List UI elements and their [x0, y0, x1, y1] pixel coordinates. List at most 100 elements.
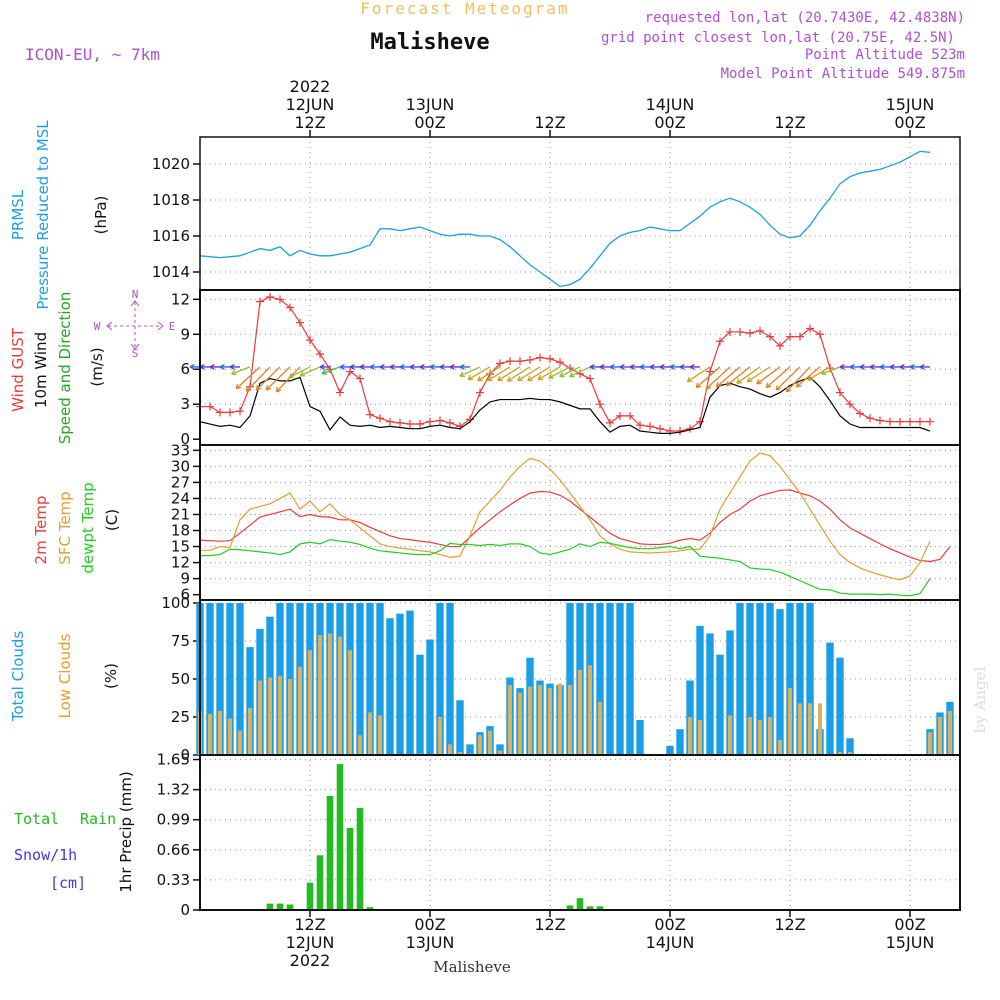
wind-arrow — [705, 366, 731, 390]
low-cloud-bar — [598, 701, 602, 755]
gust-point — [736, 327, 744, 336]
wind-arrow-path — [609, 363, 620, 370]
wind-arrow — [725, 366, 751, 387]
wind-arrow — [409, 363, 420, 370]
wind-arrow — [548, 366, 571, 379]
wind-arrow-path — [785, 366, 811, 393]
gust-point — [846, 400, 854, 409]
wind-arrow-path — [517, 366, 541, 382]
total-cloud-bar — [766, 603, 774, 755]
total-cloud-bar — [376, 603, 384, 755]
wind-arrow-path — [467, 366, 491, 381]
low-cloud-bar — [498, 750, 502, 755]
gust-point — [916, 417, 924, 426]
wind-arrow-path — [419, 363, 430, 370]
pressure-line — [199, 150, 931, 288]
y-tick-label: 0 — [180, 430, 190, 448]
y-tick-label: 24 — [171, 489, 190, 507]
time-label-bottom-hour: 12Z — [534, 915, 565, 934]
y-tick-label: 1018 — [152, 191, 190, 209]
gust-point — [896, 417, 904, 426]
wind-arrow-path — [319, 363, 330, 370]
gust-point — [286, 303, 294, 312]
rain-bar — [566, 905, 574, 910]
total-cloud-bar — [806, 603, 814, 755]
rain-bar — [286, 904, 294, 910]
time-label-top-hour: 00Z — [654, 113, 685, 132]
wind-arrow-path — [321, 366, 341, 375]
wind-arrow — [229, 363, 240, 370]
gust-point — [646, 422, 654, 431]
wind-arrow-path — [715, 366, 741, 388]
p2-label-wind: 10m Wind — [32, 332, 50, 408]
time-label-top-hour: 00Z — [894, 113, 925, 132]
time-label-bottom-date: 12JUN — [286, 933, 335, 952]
gust-point — [556, 358, 564, 367]
time-label-bottom-date: 13JUN — [406, 933, 455, 952]
low-cloud-bar — [768, 717, 772, 755]
total-cloud-bar — [366, 603, 374, 755]
gust-point — [716, 337, 724, 346]
wind-arrow-path — [497, 366, 521, 382]
plot-layer: 12JUN12Z12Z12JUN13JUN00Z00Z13JUN12Z12Z14… — [152, 77, 961, 970]
low-cloud-bar — [578, 669, 582, 755]
wind-arrow — [389, 363, 400, 370]
wind-arrow-path — [589, 363, 600, 370]
gust-point — [726, 327, 734, 336]
wind-arrow — [459, 366, 481, 377]
low-cloud-bar — [268, 677, 272, 755]
y-tick-label: 25 — [171, 708, 190, 726]
low-cloud-bar — [818, 703, 822, 755]
wind-arrow-path — [756, 366, 781, 385]
wind-arrow — [369, 363, 380, 370]
wind-arrow — [679, 363, 690, 370]
wind-arrow — [746, 366, 771, 383]
y-tick-label: 15 — [171, 538, 190, 556]
total-cloud-bar — [796, 603, 804, 755]
wind-arrow — [559, 366, 581, 378]
wind-arrow-path — [299, 366, 321, 377]
wind-arrow-path — [265, 366, 291, 391]
gust-point — [206, 402, 214, 411]
low-cloud-bar — [778, 739, 782, 755]
p5-label-cm: [cm] — [50, 874, 86, 892]
total-cloud-bar — [716, 654, 724, 755]
wind-arrow — [477, 366, 501, 382]
wind-arrow-path — [599, 363, 610, 370]
wind-arrow — [785, 366, 811, 393]
low-cloud-bar — [528, 686, 532, 755]
gust-point — [266, 292, 274, 301]
wind-arrow-path — [288, 366, 311, 379]
gust-point — [776, 341, 784, 350]
wind-arrow-path — [746, 366, 771, 383]
gust-point — [426, 417, 434, 426]
low-cloud-bar — [318, 634, 322, 755]
rain-bar — [336, 764, 344, 910]
low-cloud-bar — [688, 717, 692, 755]
gust-point — [806, 324, 814, 333]
total-cloud-bar — [406, 610, 414, 755]
p2-label-gust: Wind GUST — [9, 327, 27, 412]
wind-arrow — [756, 366, 781, 385]
wind-arrow — [275, 366, 301, 393]
total-cloud-bar — [616, 603, 624, 755]
low-cloud-bar — [208, 713, 212, 755]
y-tick-label: 21 — [171, 505, 190, 523]
wind-arrow — [609, 363, 620, 370]
wind-arrow-path — [765, 366, 791, 389]
y-tick-label: 12 — [171, 290, 190, 308]
wind-arrow — [839, 363, 850, 370]
rain-bar — [596, 906, 604, 910]
gust-point — [356, 374, 364, 383]
low-cloud-bar — [308, 650, 312, 755]
low-cloud-bar — [228, 718, 232, 755]
gust-point — [816, 330, 824, 339]
wind-arrow — [429, 363, 440, 370]
compass-n: N — [132, 288, 139, 301]
total-cloud-bar — [226, 603, 234, 755]
wind-arrow — [869, 363, 880, 370]
gust-point — [476, 388, 484, 397]
gust-point — [766, 332, 774, 341]
p4-label-low: Low Clouds — [56, 633, 74, 718]
gust-point — [606, 418, 614, 427]
